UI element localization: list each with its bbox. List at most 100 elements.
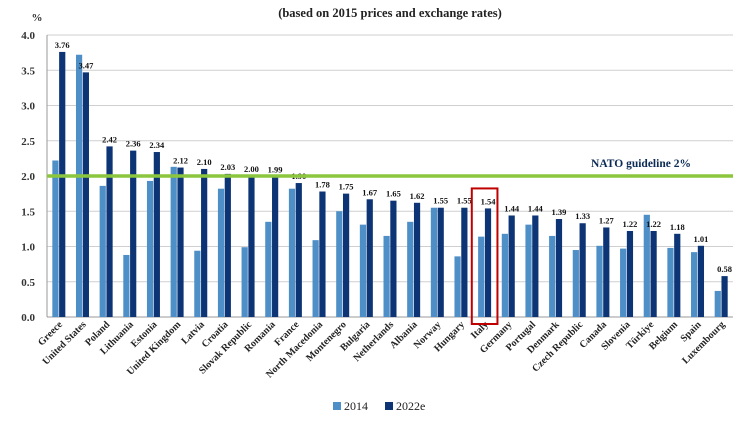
data-labels: 3.76 3.47 2.42 2.36 2.34 2.12 2.10 2.03 2.00 1.99… bbox=[55, 40, 732, 274]
bar-2014 bbox=[170, 166, 177, 317]
nato-guideline: NATO guideline 2% bbox=[47, 158, 733, 178]
bar-2022e bbox=[532, 215, 539, 317]
data-label: 1.33 bbox=[575, 211, 590, 221]
data-label: 2.42 bbox=[102, 134, 117, 144]
bar-2014 bbox=[596, 245, 603, 317]
bar-2022e bbox=[248, 176, 255, 317]
bars bbox=[52, 51, 728, 318]
data-label: 3.47 bbox=[78, 60, 94, 70]
data-label: 1.01 bbox=[693, 234, 708, 244]
bar-2014 bbox=[336, 211, 343, 317]
bar-2014 bbox=[501, 233, 508, 317]
y-tick-label: 1.5 bbox=[21, 206, 35, 218]
y-tick-label: 0.0 bbox=[21, 312, 35, 324]
bar-2014 bbox=[359, 224, 367, 317]
bar-2014 bbox=[99, 185, 106, 317]
data-label: 1.39 bbox=[552, 207, 567, 217]
bar-2022e bbox=[130, 150, 137, 317]
bar-2022e bbox=[555, 219, 563, 317]
legend-swatch-2014 bbox=[333, 402, 341, 410]
italy-highlight-box bbox=[470, 187, 499, 325]
bar-2014 bbox=[288, 188, 296, 317]
bar-2014 bbox=[265, 221, 272, 317]
bar-2014 bbox=[217, 188, 225, 317]
legend: 2014 2022e bbox=[333, 399, 425, 413]
data-label: 2.03 bbox=[220, 162, 235, 172]
bar-2022e bbox=[82, 72, 89, 318]
data-label: 1.54 bbox=[481, 196, 497, 206]
bar-2014 bbox=[146, 180, 154, 317]
bar-2022e bbox=[153, 152, 160, 317]
y-tick-label: 3.0 bbox=[21, 101, 35, 113]
bar-2022e bbox=[508, 215, 515, 317]
bar-2022e bbox=[342, 193, 350, 317]
bar-2022e bbox=[697, 245, 705, 317]
data-label: 1.65 bbox=[386, 189, 401, 199]
bar-2022e bbox=[626, 230, 634, 317]
data-label: 0.58 bbox=[717, 264, 732, 274]
bar-2014 bbox=[383, 235, 390, 317]
y-tick-label: 4.0 bbox=[21, 30, 35, 42]
bar-2014 bbox=[123, 254, 130, 317]
bar-2022e bbox=[484, 208, 492, 317]
y-tick-label: 2.5 bbox=[21, 136, 35, 148]
bar-2022e bbox=[603, 227, 610, 317]
data-label: 2.10 bbox=[197, 157, 212, 167]
bar-2014 bbox=[241, 247, 248, 317]
data-label: 1.75 bbox=[339, 182, 354, 192]
data-label: 1.67 bbox=[362, 187, 378, 197]
data-label: 1.18 bbox=[670, 222, 685, 232]
data-label: 1.78 bbox=[315, 180, 330, 190]
nato-guideline-label: NATO guideline 2% bbox=[591, 158, 691, 170]
bar-2014 bbox=[454, 256, 461, 317]
bar-2014 bbox=[691, 252, 698, 317]
bar-2014 bbox=[572, 250, 579, 317]
bar-2022e bbox=[579, 223, 586, 317]
data-label: 1.55 bbox=[433, 196, 448, 206]
bar-2022e bbox=[461, 207, 468, 317]
highlight-group bbox=[470, 187, 499, 325]
data-label: 3.76 bbox=[55, 40, 70, 50]
y-axis-ticks: 0.0 0.5 1.0 1.5 2.0 2.5 3.0 3.5 4.0 bbox=[21, 30, 35, 324]
bar-2022e bbox=[366, 199, 373, 317]
data-label: 2.34 bbox=[149, 140, 165, 150]
bar-2014 bbox=[525, 224, 532, 317]
data-label: 2.00 bbox=[244, 164, 259, 174]
bar-2022e bbox=[390, 200, 397, 317]
bar-2022e bbox=[272, 176, 279, 317]
data-label: 1.44 bbox=[504, 203, 520, 213]
bar-2014 bbox=[52, 160, 59, 317]
bar-2014 bbox=[75, 54, 83, 318]
y-tick-label: 2.0 bbox=[21, 171, 35, 183]
legend-label-2014: 2014 bbox=[344, 399, 368, 413]
data-label: 1.22 bbox=[623, 219, 638, 229]
legend-swatch-2022e bbox=[385, 402, 393, 410]
legend-label-2022e: 2022e bbox=[396, 399, 425, 413]
data-label: 2.12 bbox=[173, 156, 188, 166]
bar-2022e bbox=[674, 233, 681, 317]
bar-2014 bbox=[194, 250, 201, 317]
bar-2022e bbox=[650, 230, 657, 317]
bar-2022e bbox=[295, 183, 302, 317]
y-tick-label: 1.0 bbox=[21, 242, 35, 254]
y-tick-label: 0.5 bbox=[21, 277, 35, 289]
bar-2014 bbox=[643, 214, 650, 317]
bar-2022e bbox=[319, 191, 326, 317]
y-tick-label: 3.5 bbox=[21, 65, 35, 77]
data-label: 1.27 bbox=[599, 215, 615, 225]
bar-2014 bbox=[549, 235, 556, 317]
bar-2014 bbox=[407, 221, 414, 317]
data-label: 1.44 bbox=[528, 203, 544, 213]
bar-2022e bbox=[201, 168, 208, 317]
bar-2014 bbox=[667, 247, 674, 317]
bar-2022e bbox=[106, 146, 113, 317]
data-label: 1.99 bbox=[268, 165, 283, 175]
bar-2014 bbox=[714, 290, 721, 317]
bar-2014 bbox=[312, 240, 319, 317]
data-label: 2.36 bbox=[126, 139, 141, 149]
data-label: 1.22 bbox=[646, 219, 661, 229]
bar-2022e bbox=[721, 276, 728, 317]
chart-title: (based on 2015 prices and exchange rates… bbox=[278, 6, 502, 20]
